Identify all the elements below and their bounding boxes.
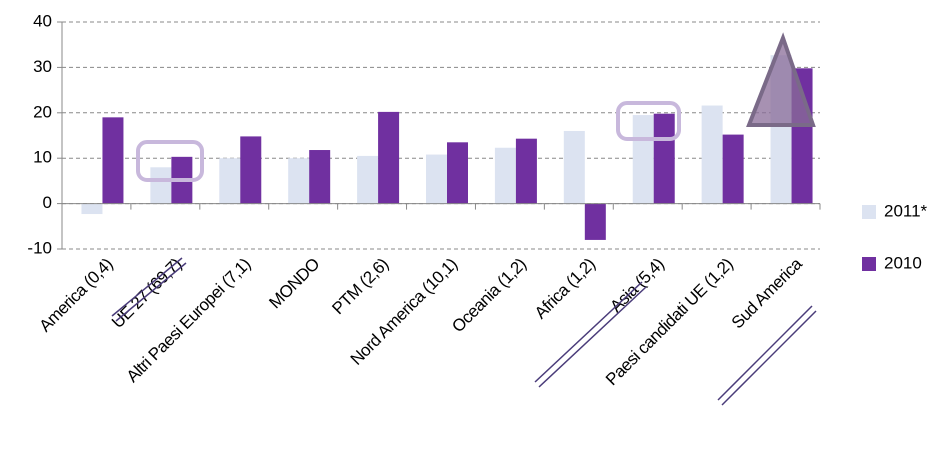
bar	[240, 136, 262, 204]
bar	[357, 155, 379, 204]
legend-label: 2011*	[884, 201, 928, 220]
bar	[219, 158, 241, 204]
x-tick-label: Oceania (1,2)	[448, 255, 530, 337]
y-tick-label: 20	[33, 102, 52, 121]
highlight-triangle	[746, 32, 816, 127]
legend-swatch	[862, 205, 876, 219]
underlines	[111, 257, 817, 406]
highlight-box	[616, 101, 681, 141]
x-tick-label: Altri Paesi Europei (7,1)	[123, 255, 255, 387]
bar	[102, 117, 124, 204]
bar	[81, 203, 103, 215]
highlight-box	[136, 140, 204, 182]
y-tick-label: 40	[33, 11, 52, 30]
bar	[563, 130, 585, 204]
bar	[722, 134, 744, 204]
x-tick-label: PTM (2,6)	[328, 255, 392, 319]
bar	[447, 142, 468, 204]
x-tick-label: Sud America	[728, 254, 806, 332]
y-tick-label: -10	[27, 238, 52, 257]
bar	[309, 150, 331, 204]
bar	[584, 203, 606, 240]
bar	[632, 115, 654, 204]
bar	[701, 105, 723, 204]
bar	[494, 147, 516, 204]
x-tick-label: Africa (1,2)	[531, 255, 599, 323]
x-tick-label: Paesi candidati UE (1,2)	[602, 255, 737, 390]
x-tick-label: MONDO	[265, 254, 323, 312]
y-tick-label: 30	[33, 57, 52, 76]
y-tick-label: 10	[33, 148, 52, 167]
x-tick-label: America (0,4)	[35, 255, 116, 336]
bar	[515, 138, 537, 204]
legend-label: 2010	[884, 253, 922, 272]
bar	[288, 158, 310, 204]
legend-swatch	[862, 257, 876, 271]
bar	[653, 113, 675, 204]
bar	[378, 111, 400, 204]
bar	[426, 154, 447, 204]
bar	[150, 167, 172, 204]
y-tick-label: 0	[43, 193, 52, 212]
